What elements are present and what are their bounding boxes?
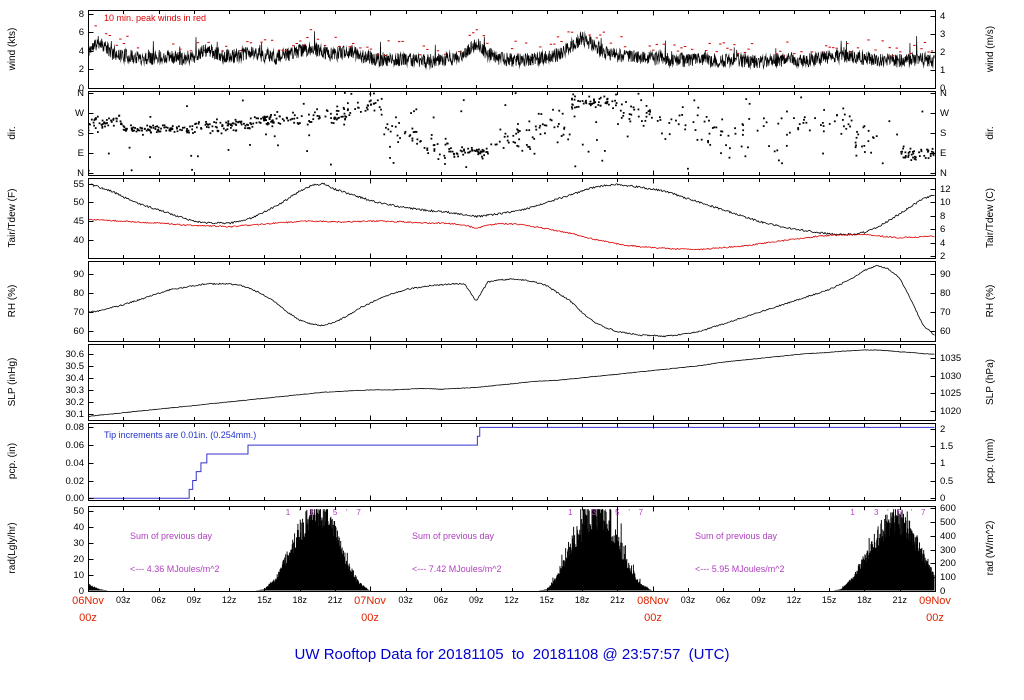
x-day-label-08nov: 08Nov 00z bbox=[621, 593, 685, 627]
x-day-label-08nov-date: 08Nov bbox=[637, 595, 669, 607]
x-day-label-06nov: 06Nov 00z bbox=[56, 593, 120, 627]
rad-sum-day3-line2: <--- 5.95 MJoules/m^2 bbox=[695, 564, 785, 574]
x-day-label-07nov-date: 07Nov bbox=[354, 595, 386, 607]
rad-sum-day1: Sum of previous day <--- 4.36 MJoules/m^… bbox=[130, 509, 220, 597]
pcp-tip-note: Tip increments are 0.01in. (0.254mm.) bbox=[104, 430, 257, 440]
x-day-label-06nov-hour: 00z bbox=[79, 612, 97, 624]
x-day-label-08nov-hour: 00z bbox=[644, 612, 662, 624]
rad-sum-day3-line1: Sum of previous day bbox=[695, 531, 778, 541]
page-title: UW Rooftop Data for 20181105 to 20181108… bbox=[294, 646, 730, 663]
rad-sum-day2-line1: Sum of previous day bbox=[412, 531, 495, 541]
x-day-label-07nov-hour: 00z bbox=[361, 612, 379, 624]
rad-sum-day2: Sum of previous day <--- 7.42 MJoules/m^… bbox=[412, 509, 502, 597]
chart-canvas bbox=[0, 0, 1024, 645]
x-day-label-09nov-hour: 00z bbox=[926, 612, 944, 624]
x-day-label-09nov-date: 09Nov bbox=[919, 595, 951, 607]
wind-peak-note: 10 min. peak winds in red bbox=[104, 13, 207, 23]
rad-sum-day2-line2: <--- 7.42 MJoules/m^2 bbox=[412, 564, 502, 574]
x-day-label-06nov-date: 06Nov bbox=[72, 595, 104, 607]
rad-sum-day3: Sum of previous day <--- 5.95 MJoules/m^… bbox=[695, 509, 785, 597]
y-axis-label-rad-left: rad(Lgly/hr) bbox=[7, 522, 18, 574]
y-axis-label-rad-right: rad (W/m^2) bbox=[985, 520, 996, 576]
x-day-label-07nov: 07Nov 00z bbox=[338, 593, 402, 627]
x-day-label-09nov: 09Nov 00z bbox=[903, 593, 967, 627]
rad-sum-day1-line1: Sum of previous day bbox=[130, 531, 213, 541]
rad-sum-day1-line2: <--- 4.36 MJoules/m^2 bbox=[130, 564, 220, 574]
